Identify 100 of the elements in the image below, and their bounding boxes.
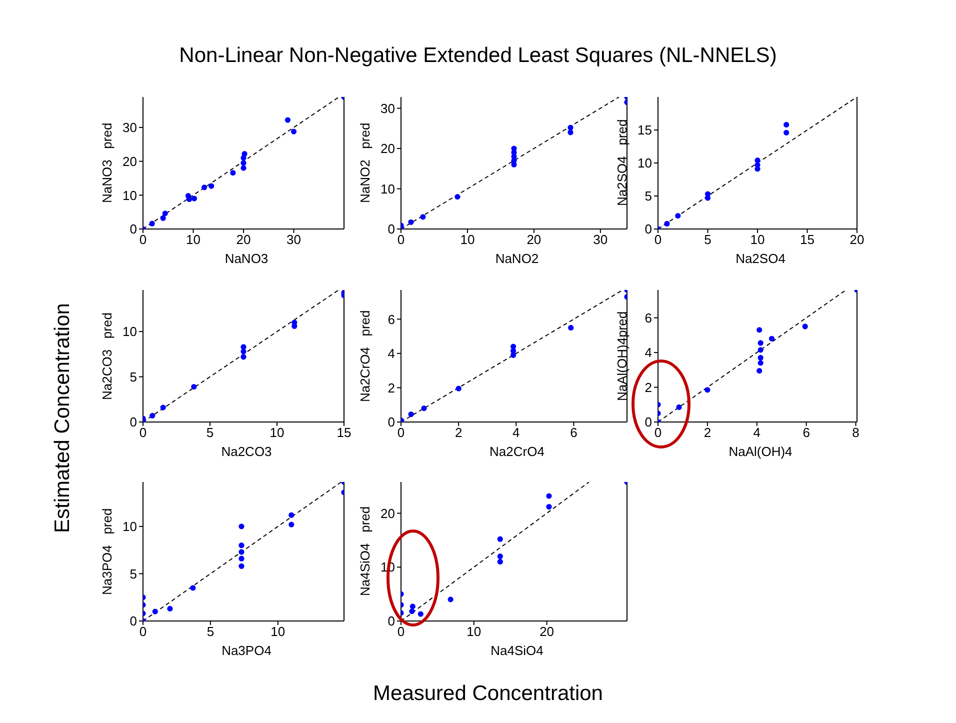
y-tick-label: 0: [130, 222, 137, 237]
x-tick-label: 0: [397, 425, 405, 440]
x-tick-label: 5: [704, 232, 712, 248]
x-tick-label: 0: [397, 624, 405, 640]
x-tick-label: 6: [570, 425, 578, 440]
point: [675, 213, 681, 219]
x-tick-label: 2: [704, 425, 712, 440]
x-tick-label: 8: [852, 425, 860, 440]
x-tick-label: 20: [526, 232, 542, 248]
x-tick-label: 6: [802, 425, 810, 440]
x-axis-title: Na2CO3: [220, 444, 273, 459]
x-tick-label: 10: [466, 624, 482, 640]
point: [756, 327, 762, 333]
x-tick-label: 2: [454, 425, 462, 440]
x-tick-label: 15: [800, 232, 814, 248]
point: [238, 563, 244, 569]
point: [240, 160, 246, 166]
x-tick-label: 30: [286, 232, 301, 248]
x-axis-title: Na2SO4: [734, 251, 786, 266]
x-axis-title: NaNO3: [224, 251, 270, 266]
point: [190, 585, 196, 591]
y-tick-label: 10: [122, 188, 137, 203]
point: [546, 504, 552, 510]
point: [418, 611, 424, 617]
y-tick-label: 10: [638, 156, 652, 171]
point: [284, 117, 291, 123]
y-axis-title: Na2CrO4 pred: [356, 309, 374, 404]
y-tick-label: 0: [130, 414, 137, 430]
point: [230, 170, 236, 176]
y-tick-label: 4: [388, 346, 395, 362]
y-axis-title: Na3PO4 pred: [98, 507, 116, 597]
x-tick-label: 0: [139, 232, 147, 248]
point: [162, 210, 168, 216]
y-tick-label: 20: [380, 141, 395, 156]
point: [768, 336, 775, 342]
x-tick-label: 0: [397, 232, 405, 248]
point: [186, 196, 192, 202]
point: [784, 130, 790, 136]
x-tick-label: 30: [593, 232, 608, 248]
point: [756, 368, 762, 374]
point: [754, 158, 760, 164]
y-axis-title: NaNO3 pred: [98, 122, 116, 206]
y-tick-label: 30: [122, 120, 137, 136]
point: [758, 354, 764, 361]
text: Measured Concentration: [372, 682, 604, 706]
y-tick-label: 5: [130, 566, 137, 582]
x-tick-label: 10: [750, 232, 765, 248]
point: [191, 196, 198, 202]
y-tick-label: 20: [380, 506, 395, 521]
point: [408, 411, 414, 418]
point: [568, 124, 574, 130]
point: [167, 606, 173, 612]
y-axis-title: Na2CO3 pred: [98, 311, 116, 402]
x-tick-label: 10: [270, 624, 286, 640]
y-tick-label: 6: [388, 312, 395, 327]
x-tick-label: 5: [206, 624, 214, 640]
y-tick-label: 2: [388, 380, 395, 396]
x-axis-title: NaNO2: [494, 251, 540, 266]
point: [456, 386, 462, 392]
x-tick-label: 10: [270, 425, 284, 440]
point: [568, 130, 574, 136]
y-axis-title: NaNO2 pred: [356, 122, 374, 206]
y-tick-label: 5: [130, 369, 137, 384]
point: [160, 404, 166, 410]
y-tick-label: 0: [388, 614, 395, 629]
y-tick-label: 5: [644, 188, 652, 204]
point: [238, 549, 244, 555]
x-axis-title: Na2CrO4: [488, 444, 546, 459]
point: [149, 220, 155, 226]
x-tick-label: 0: [139, 425, 147, 440]
x-tick-label: 5: [206, 425, 214, 440]
y-axis-title: Na2SO4 pred: [614, 118, 630, 208]
y-tick-label: 0: [644, 222, 652, 237]
y-tick-label: 10: [122, 324, 137, 340]
point: [410, 604, 416, 610]
point: [802, 324, 808, 330]
point: [454, 194, 460, 200]
point: [784, 122, 790, 128]
point: [420, 214, 426, 220]
y-tick-label: 0: [644, 414, 652, 430]
text: Non-Linear Non-Negative Extended Least Squares (NL-NNELS): [178, 44, 778, 68]
y-axis-title: Na4SiO4 pred: [356, 506, 374, 598]
x-axis-title: NaAl(OH)4: [728, 444, 794, 459]
y-tick-label: 4: [644, 345, 652, 360]
y-axis-title: NaAl(OH)4pred: [614, 310, 630, 403]
x-tick-label: 4: [753, 425, 760, 440]
point: [240, 165, 246, 171]
point: [568, 324, 574, 331]
point: [497, 536, 503, 542]
point: [448, 596, 454, 602]
point: [208, 183, 214, 189]
point: [238, 524, 244, 530]
y-tick-label: 0: [388, 222, 395, 237]
x-axis-title: Na3PO4: [220, 643, 272, 658]
point: [202, 184, 208, 190]
y-tick-label: 15: [638, 122, 652, 138]
point: [240, 344, 246, 350]
point: [238, 556, 244, 562]
x-tick-label: 4: [512, 425, 520, 440]
point: [497, 554, 503, 560]
